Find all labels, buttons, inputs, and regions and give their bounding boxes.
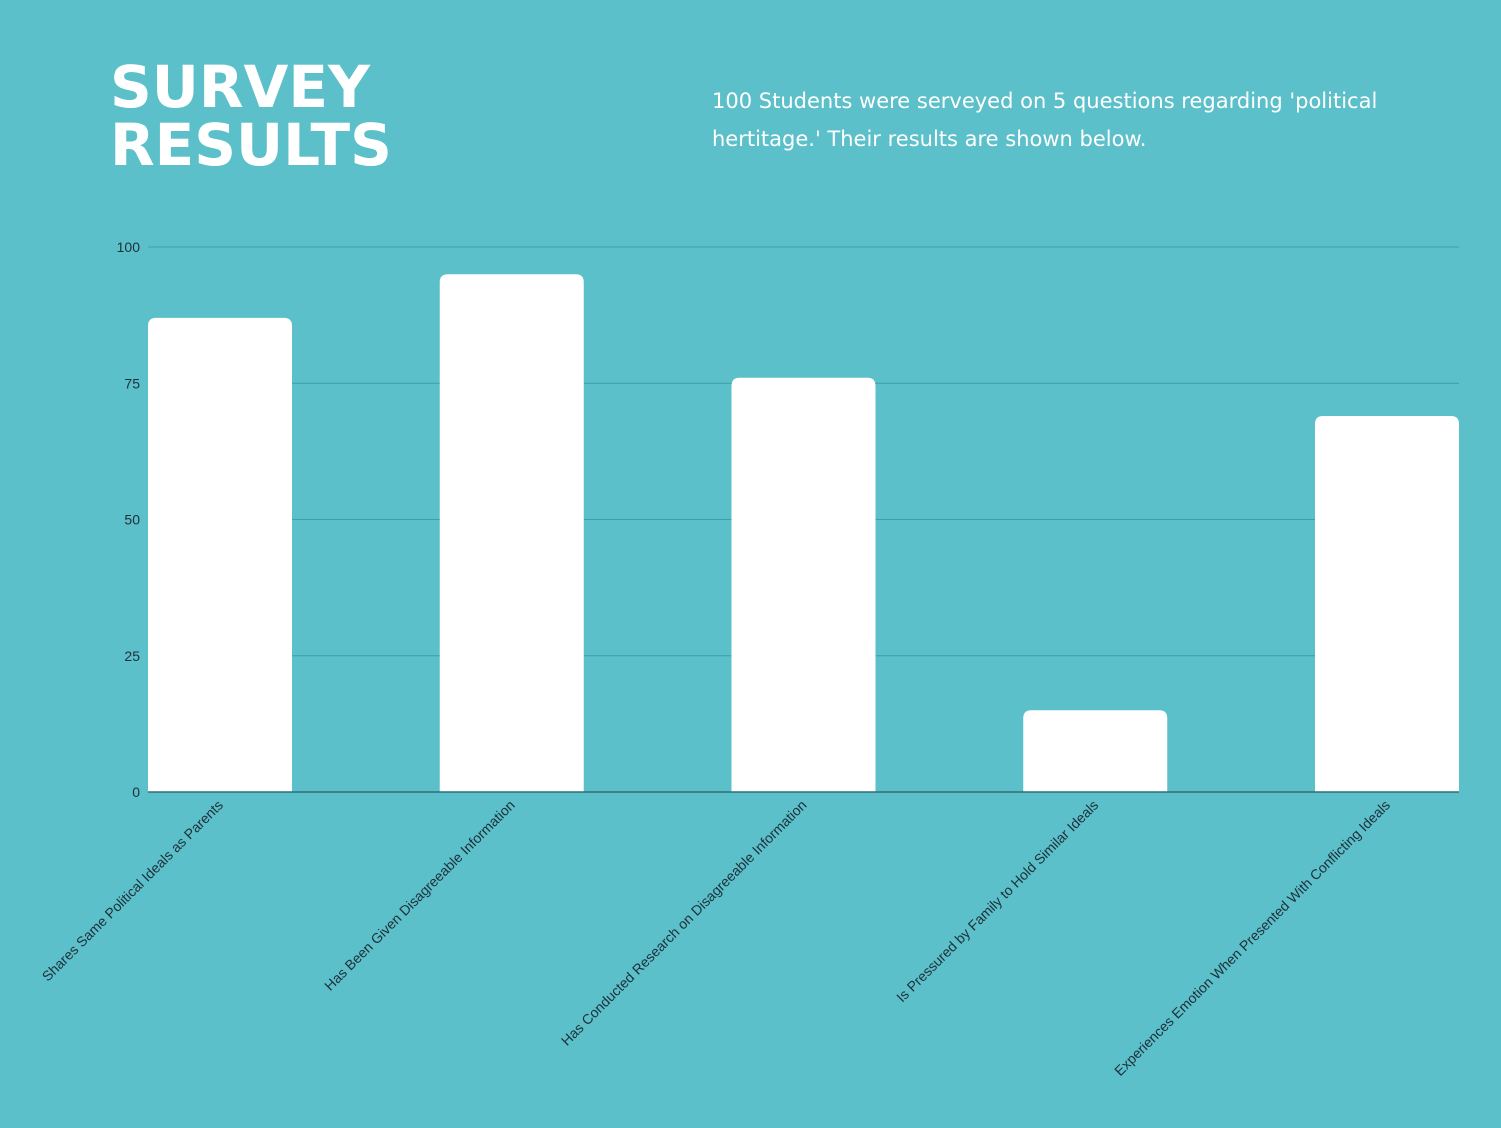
x-tick-label: Has Been Given Disagreeable Information xyxy=(321,797,518,994)
title-line-1: SURVEY xyxy=(110,53,371,121)
x-tick-label: Shares Same Political Ideals as Parents xyxy=(39,797,226,984)
y-tick-label: 50 xyxy=(124,512,140,528)
x-tick-label: Has Conducted Research on Disagreeable I… xyxy=(558,797,810,1049)
bars xyxy=(148,274,1459,792)
bar xyxy=(731,377,876,792)
y-tick-label: 75 xyxy=(124,375,140,391)
x-tick-label: Experiences Emotion When Presented With … xyxy=(1111,797,1393,1079)
bar xyxy=(1315,415,1459,792)
bar xyxy=(439,274,584,792)
bar xyxy=(148,317,292,792)
y-axis-ticks: 0 25 50 75 100 xyxy=(117,239,141,800)
chart-title: SURVEY RESULTS xyxy=(110,58,392,174)
x-axis-ticks: Shares Same Political Ideals as Parents H… xyxy=(39,797,1393,1079)
title-line-2: RESULTS xyxy=(110,111,392,179)
y-tick-label: 25 xyxy=(124,648,140,664)
y-tick-label: 0 xyxy=(132,784,140,800)
survey-description: 100 Students were serveyed on 5 question… xyxy=(712,89,1378,151)
bar xyxy=(1023,710,1168,792)
y-tick-label: 100 xyxy=(117,239,141,255)
x-tick-label: Is Pressured by Family to Hold Similar I… xyxy=(893,797,1101,1005)
